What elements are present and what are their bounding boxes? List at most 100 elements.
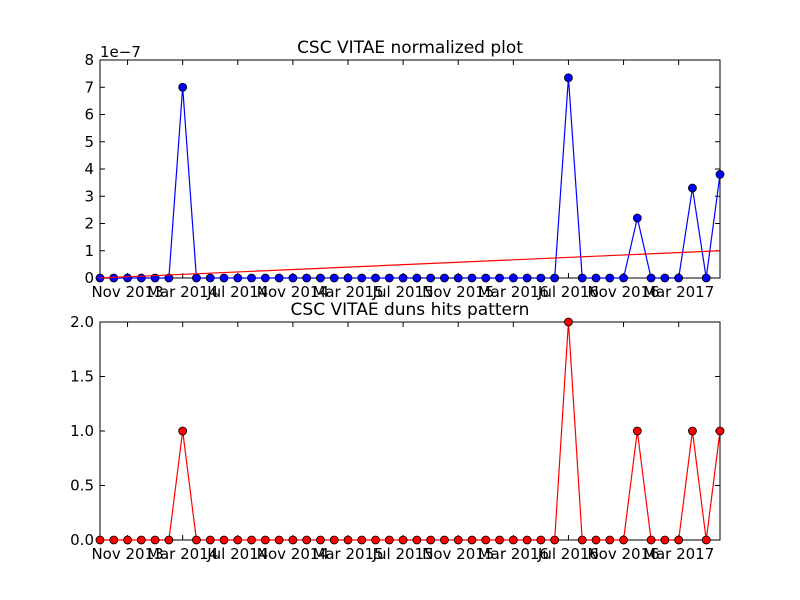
data-point xyxy=(674,535,684,545)
data-point xyxy=(550,535,560,545)
data-point xyxy=(467,535,477,545)
data-point xyxy=(550,273,560,283)
data-point xyxy=(233,273,243,283)
data-point xyxy=(426,535,436,545)
y-tick-label: 7 xyxy=(84,78,94,96)
data-point xyxy=(247,535,256,545)
data-point xyxy=(371,535,380,545)
data-point xyxy=(192,273,201,283)
data-point xyxy=(440,535,449,545)
data-point xyxy=(522,535,532,545)
x-tick-label: Nov 2015 xyxy=(422,283,494,301)
y-offset-label: 1e−7 xyxy=(100,43,141,61)
data-point xyxy=(481,535,491,545)
data-point xyxy=(357,273,367,283)
data-point xyxy=(453,273,463,283)
data-point xyxy=(715,426,725,436)
data-point xyxy=(536,273,546,283)
data-point xyxy=(467,273,477,283)
data-point xyxy=(564,317,573,327)
y-tick-label: 2.0 xyxy=(70,313,94,331)
x-tick-label: Nov 2014 xyxy=(257,545,329,563)
data-point xyxy=(577,273,587,283)
x-tick-label: Nov 2013 xyxy=(91,283,163,301)
data-point xyxy=(412,535,422,545)
y-tick-label: 0.5 xyxy=(70,477,94,495)
data-point xyxy=(302,273,312,283)
plot-area xyxy=(99,59,721,279)
data-point xyxy=(316,535,325,545)
data-point xyxy=(536,535,546,545)
data-point xyxy=(605,273,615,283)
data-point xyxy=(192,535,201,545)
x-tick-label: Jul 2015 xyxy=(372,283,434,301)
x-tick-label: Nov 2015 xyxy=(422,545,494,563)
data-point xyxy=(398,535,408,545)
x-tick-label: Jul 2016 xyxy=(537,545,599,563)
data-point xyxy=(123,535,132,545)
x-tick-label: Mar 2014 xyxy=(147,545,218,563)
x-tick-label: Jul 2014 xyxy=(206,283,268,301)
data-point xyxy=(164,535,174,545)
data-point xyxy=(674,273,684,283)
data-point xyxy=(136,273,146,283)
data-point xyxy=(440,273,449,283)
y-tick-label: 1.0 xyxy=(70,422,94,440)
data-point xyxy=(412,273,422,283)
data-point xyxy=(247,273,256,283)
data-point xyxy=(508,273,518,283)
x-tick-label: Mar 2017 xyxy=(643,545,714,563)
data-point xyxy=(632,213,642,223)
data-point xyxy=(219,535,229,545)
data-point xyxy=(274,273,284,283)
y-tick-label: 0 xyxy=(84,269,94,287)
chart-title: CSC VITAE duns hits pattern xyxy=(291,300,530,320)
data-point xyxy=(384,273,394,283)
trend-line xyxy=(99,250,721,279)
data-point xyxy=(619,273,628,283)
y-tick-label: 0.0 xyxy=(70,531,94,549)
y-tick-label: 8 xyxy=(84,51,94,69)
x-tick-label: Jul 2015 xyxy=(372,545,434,563)
data-point xyxy=(508,535,518,545)
data-point xyxy=(495,273,504,283)
data-point xyxy=(260,535,270,545)
data-point xyxy=(591,535,601,545)
data-point xyxy=(481,273,491,283)
duns-hits-panel: CSC VITAE duns hits pattern 0.0 0.5 1.0 1.5… xyxy=(70,300,725,563)
y-tick-label: 1 xyxy=(84,242,94,260)
data-point xyxy=(426,273,436,283)
data-point xyxy=(233,535,243,545)
y-tick-label: 2 xyxy=(84,215,94,233)
y-tick-label: 5 xyxy=(84,133,94,151)
data-point xyxy=(343,273,353,283)
data-point xyxy=(302,535,312,545)
data-point xyxy=(646,535,656,545)
data-point xyxy=(591,273,601,283)
y-tick-label: 4 xyxy=(84,160,94,178)
data-point xyxy=(136,535,146,545)
data-point xyxy=(260,273,270,283)
data-point xyxy=(564,73,573,83)
data-point xyxy=(605,535,615,545)
data-point xyxy=(371,273,380,283)
data-point xyxy=(329,273,339,283)
data-point xyxy=(577,535,587,545)
data-point xyxy=(150,535,160,545)
data-point xyxy=(688,426,697,436)
data-point xyxy=(632,426,642,436)
data-point xyxy=(646,273,656,283)
plot-area xyxy=(99,321,721,541)
y-tick-label: 6 xyxy=(84,106,94,124)
data-point xyxy=(219,273,229,283)
y-tick-label: 3 xyxy=(84,187,94,205)
y-tick-label: 1.5 xyxy=(70,368,94,386)
x-tick-label: Nov 2016 xyxy=(587,283,659,301)
data-point xyxy=(357,535,367,545)
data-point xyxy=(522,273,532,283)
x-tick-label: Nov 2016 xyxy=(587,545,659,563)
series-line xyxy=(100,77,721,279)
x-tick-label: Nov 2014 xyxy=(257,283,329,301)
data-point xyxy=(178,82,188,92)
